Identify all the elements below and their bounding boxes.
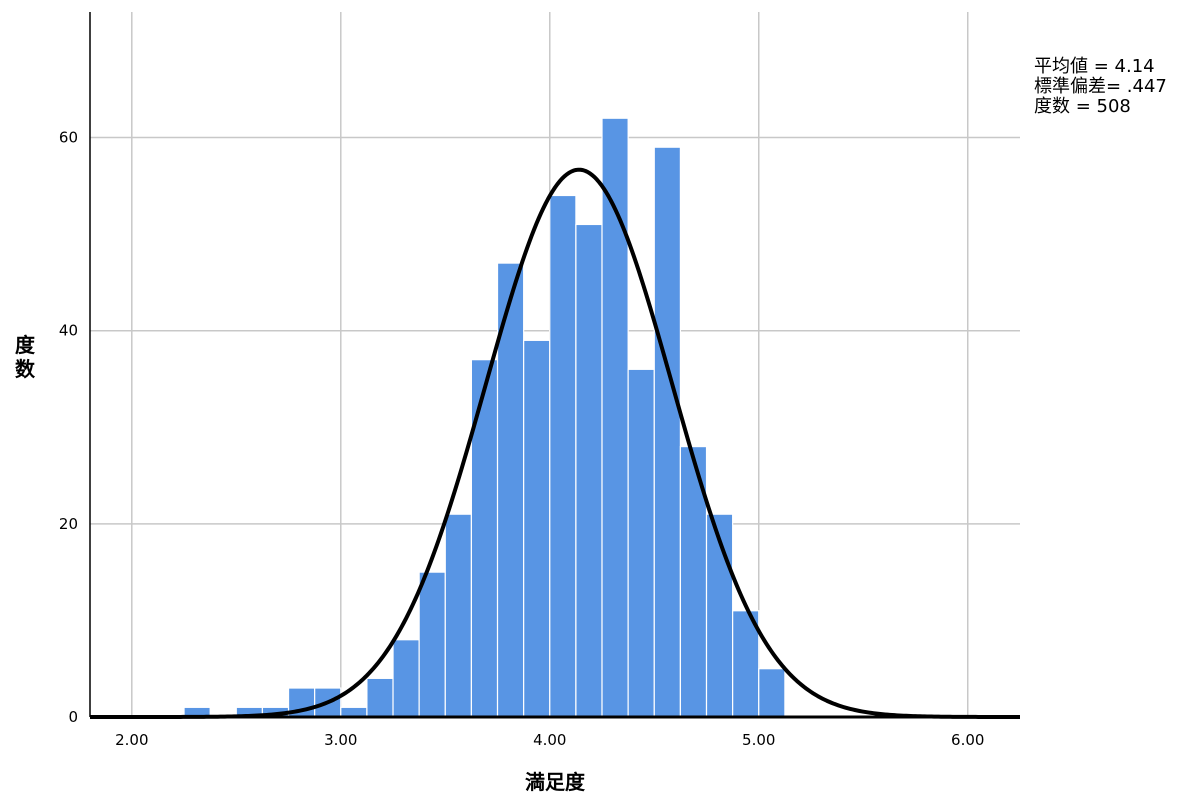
histogram-bars	[183, 117, 786, 718]
histogram-bar	[470, 359, 499, 718]
x-tick-label: 3.00	[324, 731, 357, 749]
histogram-bar	[496, 262, 525, 718]
mean-text: 平均値 = 4.14	[1034, 56, 1155, 77]
histogram-bar	[758, 668, 786, 718]
histogram-bar	[366, 677, 394, 718]
x-tick-label: 5.00	[742, 731, 775, 749]
x-tick-label: 6.00	[951, 731, 984, 749]
y-tick-label: 0	[68, 708, 78, 726]
histogram-bar	[418, 571, 446, 718]
axes	[89, 12, 1020, 719]
histogram-bar	[653, 146, 681, 718]
y-axis-label: 度数	[15, 333, 35, 381]
x-tick-label: 2.00	[115, 731, 148, 749]
histogram-bar	[549, 194, 577, 718]
y-tick-label: 40	[59, 322, 78, 340]
histogram-bar	[523, 339, 551, 718]
histogram-bar	[601, 117, 629, 718]
x-axis-label: 満足度	[525, 770, 585, 794]
n-text: 度数 = 508	[1034, 96, 1131, 117]
histogram-bar	[627, 368, 655, 718]
y-tick-label: 20	[59, 515, 78, 533]
histogram-bar	[575, 223, 603, 718]
y-tick-label: 60	[59, 129, 78, 147]
stats-box: 平均値 = 4.14 標準偏差= .447 度数 = 508	[1034, 57, 1167, 117]
histogram-bar	[444, 513, 473, 718]
x-tick-label: 4.00	[533, 731, 566, 749]
histogram-bar	[392, 639, 420, 718]
tick-labels: 2.00 3.00 4.00 5.00 6.00 0 20 40 60	[59, 129, 985, 749]
sd-text: 標準偏差= .447	[1034, 76, 1167, 97]
histogram-bar	[705, 513, 734, 718]
